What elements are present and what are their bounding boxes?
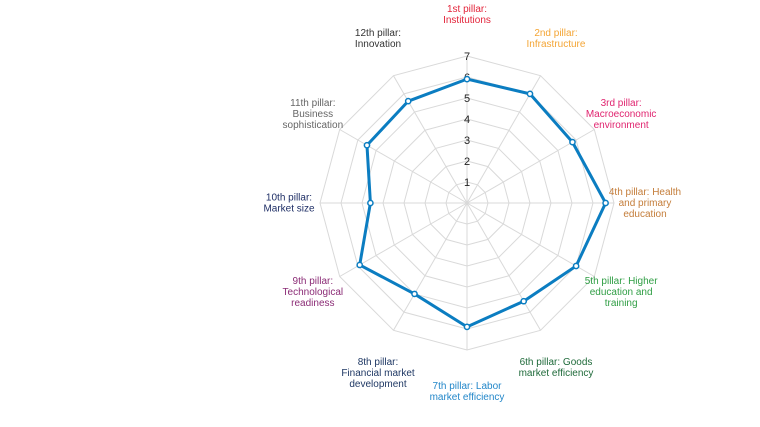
data-point-10[interactable] bbox=[367, 199, 374, 207]
category-label-3: 3rd pillar: Macroeconomic environment bbox=[586, 98, 657, 131]
category-label-line: market efficiency bbox=[430, 392, 505, 403]
grid-spoke bbox=[393, 202, 468, 331]
category-label-9: 9th pillar: Technological readiness bbox=[283, 276, 344, 309]
category-label-line: development bbox=[349, 379, 406, 390]
category-label-line: Institutions bbox=[443, 15, 491, 26]
category-label-line: 12th pillar: bbox=[355, 28, 401, 39]
grid-spoke bbox=[466, 202, 541, 331]
category-label-line: Market size bbox=[263, 204, 315, 215]
data-point-8[interactable] bbox=[411, 290, 418, 298]
category-labels: 1st pillar: Institutions 2nd pillar: Infras… bbox=[263, 4, 681, 403]
category-label-2: 2nd pillar: Infrastructure bbox=[527, 28, 586, 50]
category-label-line: 1st pillar: bbox=[447, 4, 487, 15]
category-label-line: Infrastructure bbox=[527, 39, 586, 50]
category-label-line: training bbox=[605, 298, 638, 309]
category-label-line: 5th pillar: Higher bbox=[585, 276, 658, 287]
category-label-12: 12th pillar: Innovation bbox=[355, 28, 401, 50]
data-point-4[interactable] bbox=[602, 199, 609, 207]
grid-spoke bbox=[393, 75, 468, 204]
data-series bbox=[356, 75, 609, 331]
category-label-line: 2nd pillar: bbox=[534, 28, 577, 39]
category-label-line: 3rd pillar: bbox=[601, 98, 642, 109]
tick-label-1: 1 bbox=[464, 177, 470, 189]
category-label-line: Innovation bbox=[355, 39, 401, 50]
category-label-11: 11th pillar: Business sophistication bbox=[283, 98, 344, 131]
category-label-line: Macroeconomic bbox=[586, 109, 657, 120]
category-label-line: Financial market bbox=[341, 368, 415, 379]
data-point-2[interactable] bbox=[526, 90, 534, 98]
data-point-6[interactable] bbox=[520, 297, 528, 305]
data-point-5[interactable] bbox=[572, 262, 580, 270]
grid-spoke bbox=[339, 129, 468, 204]
category-label-line: Technological bbox=[283, 287, 344, 298]
data-point-11[interactable] bbox=[363, 141, 371, 149]
grid-spoke bbox=[466, 202, 595, 277]
category-label-1: 1st pillar: Institutions bbox=[443, 4, 491, 26]
category-label-line: market efficiency bbox=[519, 368, 594, 379]
category-label-4: 4th pillar: Health and primary education bbox=[609, 187, 681, 220]
category-label-5: 5th pillar: Higher education and training bbox=[585, 276, 658, 309]
tick-label-7: 7 bbox=[464, 51, 470, 63]
data-point-9[interactable] bbox=[356, 261, 364, 269]
category-label-7: 7th pillar: Labor market efficiency bbox=[430, 381, 505, 403]
category-label-line: education and bbox=[590, 287, 653, 298]
category-label-line: sophistication bbox=[283, 120, 344, 131]
data-point-7[interactable] bbox=[463, 323, 471, 331]
tick-label-4: 4 bbox=[464, 114, 470, 126]
tick-label-5: 5 bbox=[464, 93, 470, 105]
category-label-10: 10th pillar: Market size bbox=[263, 193, 315, 215]
grid-spoke bbox=[466, 75, 541, 204]
data-point-12[interactable] bbox=[404, 97, 412, 105]
category-label-line: Business bbox=[293, 109, 334, 120]
category-label-line: 11th pillar: bbox=[290, 98, 335, 109]
category-label-line: 6th pillar: Goods bbox=[520, 357, 593, 368]
category-label-line: education bbox=[623, 209, 666, 220]
category-label-line: 8th pillar: bbox=[358, 357, 399, 368]
category-label-line: readiness bbox=[291, 298, 334, 309]
category-label-8: 8th pillar: Financial market development bbox=[341, 357, 415, 390]
tick-label-2: 2 bbox=[464, 156, 470, 168]
data-point-1[interactable] bbox=[463, 75, 471, 83]
tick-label-3: 3 bbox=[464, 135, 470, 147]
category-label-line: environment bbox=[594, 120, 649, 131]
data-point-3[interactable] bbox=[569, 138, 576, 146]
category-label-line: 10th pillar: bbox=[266, 193, 312, 204]
category-label-line: 4th pillar: Health bbox=[609, 187, 681, 198]
category-label-line: 7th pillar: Labor bbox=[433, 381, 503, 392]
category-label-line: 9th pillar: bbox=[293, 276, 334, 287]
category-label-6: 6th pillar: Goods market efficiency bbox=[519, 357, 594, 379]
category-label-line: and primary bbox=[619, 198, 672, 209]
